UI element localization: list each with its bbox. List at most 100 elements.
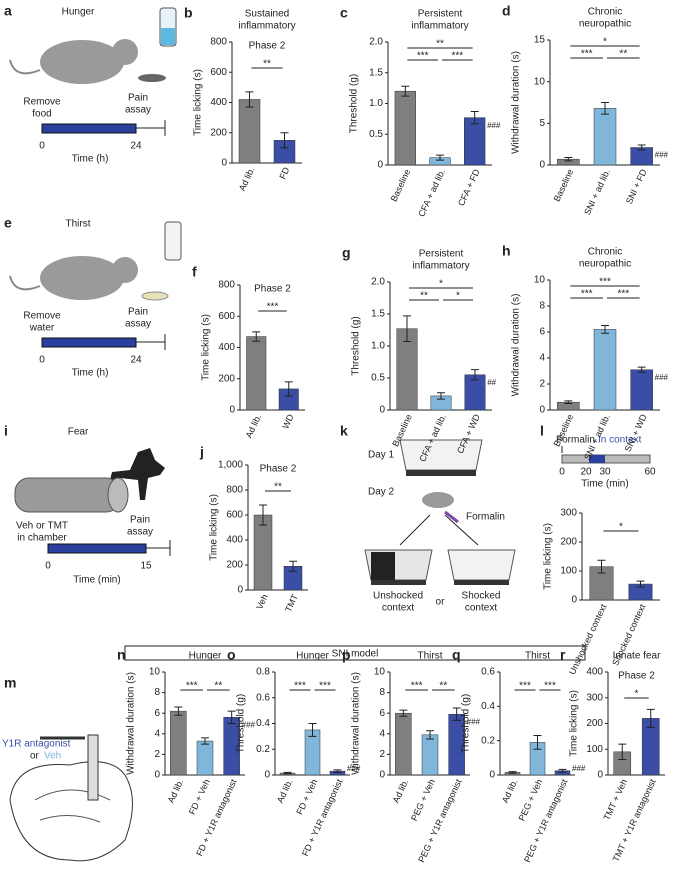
significance: ** [214, 681, 222, 692]
chart: j Phase 2 Time licking (s) 0 200 400 600 800 1,0… [199, 444, 308, 614]
timeline [47, 543, 147, 554]
label: In context [598, 435, 642, 446]
error-bar [637, 144, 646, 151]
x-tick-label: TMT + Veh [602, 778, 630, 822]
error-bar [437, 392, 445, 400]
error-bar [403, 315, 411, 343]
panel-letter: c [340, 5, 348, 21]
food [141, 291, 169, 301]
y-tick-label: 400 [226, 535, 243, 546]
bar [196, 740, 214, 776]
y-tick-label: 1.0 [371, 341, 385, 352]
significance: ** [619, 49, 627, 60]
y-tick-label: 1,000 [218, 460, 243, 471]
significance: ### [487, 121, 501, 130]
y-tick-label: 6 [154, 708, 160, 719]
y-axis-label: Time licking (s) [569, 690, 580, 757]
y-tick-label: 0 [597, 770, 603, 781]
significance: ### [655, 151, 669, 160]
label: Y1R antagonist [2, 739, 71, 750]
label: or [30, 751, 40, 762]
error-bar [401, 85, 410, 97]
x-tick-label: Ad lib. [500, 778, 520, 805]
panel-i: i Fear Veh or TMT in chamber Pain assay … [4, 423, 171, 586]
chart-title: Thirst [525, 651, 550, 662]
axis-label: Time (min) [581, 479, 628, 490]
mouse-head [112, 257, 138, 283]
chart: f Phase 2 Time licking (s) 0 200 400 600 800 Ad … [192, 264, 305, 440]
tube [14, 477, 121, 513]
label: Pain [130, 515, 150, 526]
bar [464, 117, 486, 166]
panel-a: a Hunger Remove food Pain assay 0 24 Tim… [4, 3, 177, 165]
label: Formalin [556, 435, 595, 446]
y-tick-label: 8 [539, 301, 545, 312]
bar [170, 710, 187, 776]
label: Pain [128, 93, 148, 104]
y-tick-label: 200 [218, 373, 235, 384]
x-tick-label: Ad lib. [166, 778, 186, 805]
error-bar [280, 132, 289, 149]
significance: *** [599, 277, 611, 288]
panel-letter: p [342, 647, 351, 663]
y-axis-label: Time licking (s) [209, 494, 220, 561]
significance: *** [617, 289, 629, 300]
label: assay [125, 105, 151, 116]
error-bar [558, 768, 567, 773]
y-tick-label: 800 [218, 280, 235, 291]
floor [454, 580, 509, 585]
error-bar [174, 706, 183, 716]
chart-title: Hunger [189, 651, 222, 662]
x-tick-label: SNI + ad lib. [582, 168, 612, 217]
y-axis-label: Withdrawal duration (s) [126, 672, 137, 775]
y-tick-label: 0 [571, 595, 577, 606]
axis-label: Time (min) [73, 575, 120, 586]
y-tick-label: 0.6 [256, 692, 270, 703]
tail [9, 59, 41, 75]
y-tick-label: 0.6 [481, 667, 495, 678]
error-bar [452, 707, 461, 721]
label: Veh [44, 751, 61, 762]
chart-title: Thirst [418, 651, 443, 662]
y-tick-label: 2 [154, 749, 160, 760]
x-tick-label: PEG + Veh [409, 778, 437, 823]
x-tick-label: FD + Veh [187, 778, 212, 816]
error-bar [471, 369, 479, 381]
x-tick-label: SNI + WD [623, 412, 649, 453]
timeline [41, 123, 137, 134]
floor [371, 580, 426, 585]
context-phase [589, 455, 605, 463]
error-bar [283, 771, 292, 775]
label: Remove [23, 97, 61, 108]
bar [238, 99, 261, 164]
bottle [164, 221, 182, 261]
y-tick-label: 1.5 [369, 67, 383, 78]
label: Day 1 [368, 450, 395, 461]
significance: ** [274, 482, 282, 493]
y-tick-label: 0 [539, 405, 545, 416]
error-bar [259, 504, 267, 526]
y-tick-label: 0.8 [256, 667, 270, 678]
label: Pain [128, 307, 148, 318]
y-tick-label: 300 [560, 508, 577, 519]
y-tick-label: 600 [210, 67, 227, 78]
diagram-title: Hunger [62, 7, 95, 18]
error-bar [601, 325, 609, 334]
error-bar [333, 769, 342, 773]
bar [395, 712, 412, 776]
mouse-head [112, 39, 138, 65]
chart-title: Persistent [419, 249, 464, 260]
error-bar [597, 559, 606, 574]
y-tick-label: 5 [539, 118, 545, 129]
y-tick-label: 0 [264, 770, 270, 781]
panel-letter: m [4, 675, 16, 691]
error-bar [637, 366, 646, 373]
y-axis-label: Threshold (g) [349, 74, 360, 133]
chart-title: Chronic [588, 7, 622, 18]
bar [630, 369, 653, 411]
y-axis-label: Time licking (s) [543, 523, 554, 590]
y-tick-label: 0.5 [371, 373, 385, 384]
error-bar [252, 331, 261, 342]
